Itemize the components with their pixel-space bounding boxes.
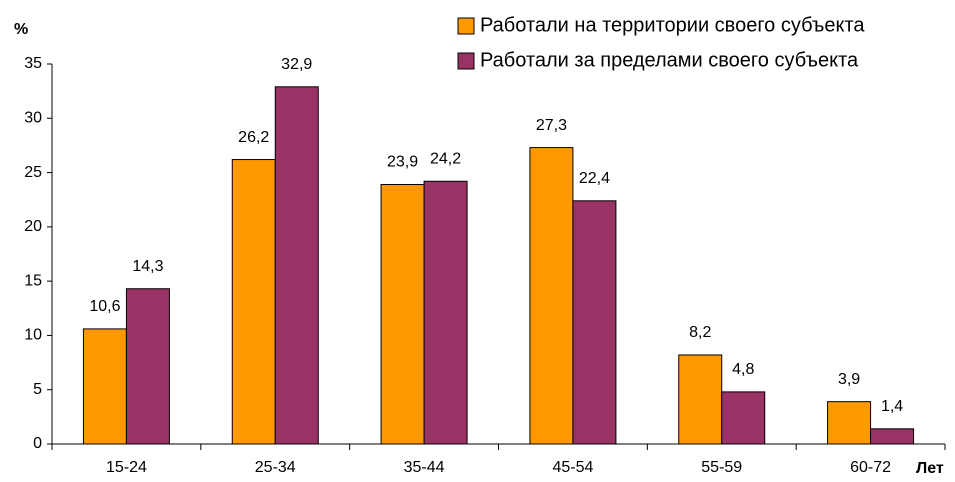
y-tick-label: 15	[24, 272, 42, 289]
data-label: 10,6	[89, 298, 120, 315]
bar	[125, 288, 170, 445]
x-tick-label: 60-72	[850, 459, 891, 476]
bar	[423, 180, 468, 445]
legend-swatch	[457, 52, 475, 70]
data-label: 23,9	[387, 154, 418, 171]
data-label: 8,2	[689, 324, 711, 341]
bar	[380, 184, 425, 445]
data-label: 22,4	[579, 170, 610, 187]
data-label: 27,3	[536, 117, 567, 134]
data-label: 1,4	[881, 398, 903, 415]
x-axis-label: Лет	[916, 460, 944, 477]
legend-label: Работали за пределами своего субъекта	[480, 49, 859, 71]
bar	[274, 86, 319, 445]
y-tick-label: 10	[24, 327, 42, 344]
bar	[827, 401, 872, 445]
legend-swatch	[457, 17, 475, 35]
data-label: 26,2	[238, 129, 269, 146]
data-label: 3,9	[838, 371, 860, 388]
bar	[870, 428, 915, 445]
x-tick-label: 45-54	[552, 459, 593, 476]
bar	[721, 391, 766, 445]
data-label: 32,9	[281, 56, 312, 73]
x-tick-label: 15-24	[106, 459, 147, 476]
data-label: 24,2	[430, 150, 461, 167]
y-tick-label: 5	[33, 381, 42, 398]
y-axis-label: %	[14, 21, 28, 38]
bar	[529, 147, 574, 445]
data-label: 14,3	[132, 258, 163, 275]
bar	[82, 328, 127, 445]
y-tick-label: 20	[24, 218, 42, 235]
data-label: 4,8	[732, 361, 754, 378]
x-tick-label: 55-59	[701, 459, 742, 476]
x-tick-label: 25-34	[255, 459, 296, 476]
legend-label: Работали на территории своего субъекта	[480, 14, 865, 36]
x-tick-label: 35-44	[404, 459, 445, 476]
bar	[572, 200, 617, 445]
y-tick-label: 25	[24, 164, 42, 181]
y-tick-label: 0	[33, 435, 42, 452]
y-tick-label: 35	[24, 55, 42, 72]
bar	[678, 354, 723, 445]
y-tick-label: 30	[24, 110, 42, 127]
bar	[231, 159, 276, 445]
